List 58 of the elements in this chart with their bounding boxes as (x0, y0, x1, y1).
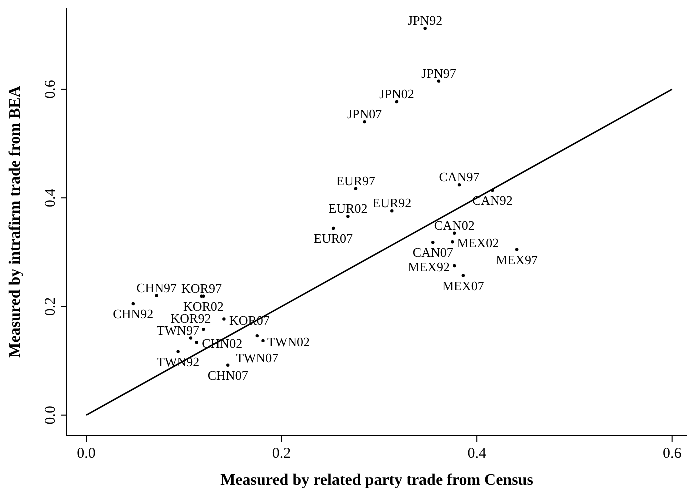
point (354, 187, 358, 190)
point (195, 340, 198, 344)
data-label: JPN02 (380, 86, 414, 102)
data-label: JPN07 (347, 106, 383, 122)
point (424, 27, 427, 30)
data-label: EUR97 (336, 173, 376, 188)
point (390, 210, 394, 213)
point (256, 334, 259, 338)
point (226, 364, 230, 367)
data-label: KOR97 (182, 280, 222, 296)
data-label: TWN02 (267, 334, 310, 350)
point (202, 328, 206, 332)
data-label: CAN92 (472, 193, 513, 208)
point (453, 232, 456, 236)
point (432, 241, 435, 244)
point (458, 183, 462, 187)
point (222, 318, 226, 321)
point (189, 336, 193, 340)
point (437, 80, 441, 83)
point (346, 214, 350, 218)
data-label: CAN07 (412, 245, 454, 260)
data-label: MEX92 (408, 260, 450, 275)
point (462, 274, 466, 278)
data-label: CHN92 (113, 306, 154, 322)
data-label: CAN02 (434, 218, 475, 233)
point (176, 350, 180, 354)
x-tick-label: 0.6 (662, 446, 682, 462)
data-label: CHN07 (208, 368, 249, 383)
y-axis-title: Measured by intrafirm trade from BEA (7, 86, 24, 358)
point (363, 120, 366, 124)
x-axis-title: Measured by related party trade from Census (220, 472, 534, 489)
data-label: EUR02 (328, 201, 368, 216)
y-tick-label: 0.0 (43, 406, 59, 425)
y-tick-label: 0.4 (43, 188, 59, 208)
y-tick-label: 0.6 (43, 80, 59, 99)
data-label: JPN92 (408, 13, 443, 28)
data-label: CAN97 (439, 170, 480, 185)
point (332, 226, 336, 230)
data-label: MEX07 (442, 278, 485, 294)
data-label: TWN07 (236, 350, 280, 366)
data-label: JPN97 (422, 66, 457, 81)
point (516, 248, 519, 252)
x-tick-label: 0.2 (272, 446, 292, 462)
data-label: TWN97 (156, 323, 200, 338)
x-tick-label: 0.0 (77, 446, 96, 462)
x-tick-label: 0.4 (468, 446, 487, 462)
data-label: MEX02 (457, 236, 500, 251)
y-tick-label: 0.2 (43, 297, 59, 316)
data-label: CHN97 (136, 280, 178, 296)
data-label: MEX97 (496, 252, 539, 268)
data-label: EUR92 (372, 196, 412, 211)
point (453, 264, 456, 268)
point (262, 339, 265, 343)
point (155, 294, 158, 298)
point (395, 100, 399, 104)
point (132, 302, 135, 306)
data-label: EUR07 (314, 231, 354, 246)
point (451, 240, 454, 244)
